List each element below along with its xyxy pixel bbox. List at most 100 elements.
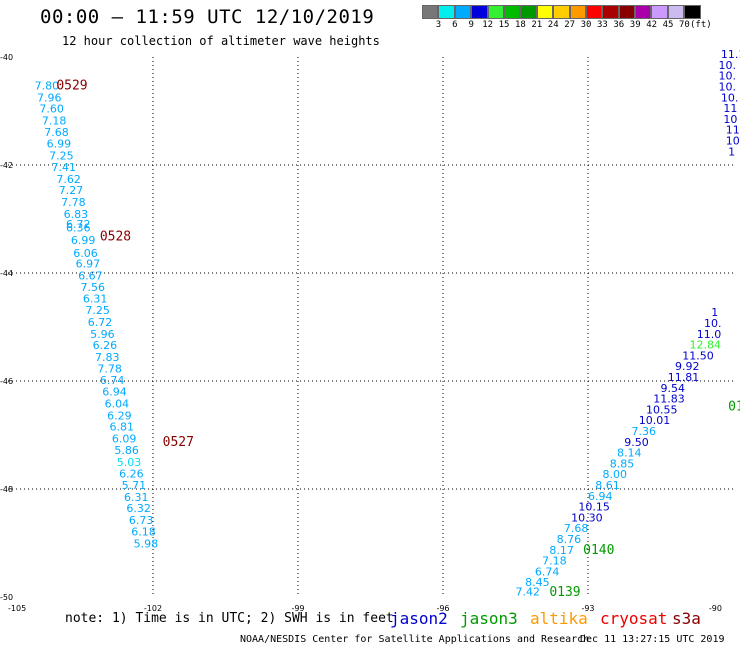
wave-height-point: 6.26 [93,339,118,352]
legend-swatch [422,5,439,19]
legend-label: 30 [580,20,592,30]
x-tick-label: -99 [291,604,304,613]
pass-time-label: 0139 [549,585,580,600]
wave-height-point: 10.30 [571,511,603,524]
wave-height-point: 6.99 [47,138,72,151]
satellite-s3a: s3a [672,609,701,628]
wave-height-point: 6.94 [102,386,127,399]
legend-label: 27 [564,20,576,30]
legend-label: 24 [547,20,559,30]
color-legend: 3 6 9 12 15 18 21 24 27 30 33 36 39 42 45 70 (ft) [422,5,712,33]
legend-swatch [503,5,521,19]
wave-height-point: 12.84 [690,339,722,352]
legend-swatch [536,5,554,19]
y-tick-label: -50 [0,593,13,602]
satellite-cryosat: cryosat [600,609,668,628]
legend-swatch [667,5,685,19]
timestamp-text: Dec 11 13:27:15 UTC 2019 [580,634,725,645]
pass-time-label: 0528 [100,230,131,245]
wave-height-point: 8.00 [603,468,628,481]
legend-labels: 3 6 9 12 15 18 21 24 27 30 33 36 39 42 45 70 (ft) [422,19,712,33]
legend-swatch [651,5,668,19]
wave-height-point: 5.03 [117,456,142,469]
wave-height-point: 9.54 [661,382,686,395]
legend-label: 9 [468,20,474,30]
wave-height-point: 6.94 [588,490,613,503]
wave-height-point: 8.17 [549,544,574,557]
y-tick-label: -44 [0,269,13,278]
wave-height-point: 5.86 [114,444,139,457]
wave-height-point: 7.36 [632,425,657,438]
legend-label: 12 [482,20,494,30]
wave-height-point: 10. [719,59,737,72]
wave-height-point: 10. [719,80,737,93]
x-tick-label: -93 [581,604,594,613]
y-tick-label: -48 [0,485,13,494]
wave-height-point: 6.67 [78,269,103,282]
wave-height-point: 10.55 [646,403,678,416]
legend-swatch [553,5,570,19]
chart-subtitle: 12 hour collection of altimeter wave hei… [62,34,380,48]
legend-label: 18 [515,20,526,30]
wave-height-point: 7.68 [564,522,589,535]
grid-lines [8,57,733,597]
data-points: 7.807.967.607.187.686.997.257.417.627.27… [35,48,740,598]
legend-swatch [438,5,455,19]
wave-height-point: 1 [728,145,735,158]
legend-label: 42 [646,20,658,30]
wave-height-point: 8.45 [525,576,550,589]
wave-height-point: 7.96 [37,91,62,104]
wave-height-point: 7.41 [52,161,77,174]
wave-height-point: 8.76 [557,533,582,546]
chart-title: 00:00 – 11:59 UTC 12/10/2019 [40,6,375,28]
wave-height-point: 6.83 [64,208,88,221]
legend-label: 21 [531,20,543,30]
legend-swatch [471,5,488,19]
wave-height-point: 11.83 [653,393,685,406]
wave-height-point: 7.80 [35,79,60,92]
wave-height-point: 10. [721,91,739,104]
x-tick-label: -96 [436,604,449,613]
wave-height-point: 6.18 [131,525,156,538]
legend-swatch [569,5,586,19]
wave-height-point: 11 [723,102,737,115]
wave-height-point: 8.14 [617,447,642,460]
pass-time-label: 01 [728,400,740,415]
wave-height-point: 10 [726,134,740,147]
wave-height-point: 7.78 [97,362,122,375]
legend-swatch [487,5,504,19]
wave-height-point: 11.0 [697,328,722,341]
legend-swatch [520,5,537,19]
wave-height-point: 7.68 [44,126,69,139]
wave-height-point: 6.36 [66,221,91,234]
wave-height-point: 7.56 [81,281,106,294]
legend-label: 70 [679,20,690,30]
wave-height-point: 9.92 [675,360,700,373]
pass-time-label: 0527 [163,435,194,450]
wave-height-point: 7.42 [516,585,541,598]
axis-tick-labels: -105 -102 -99 -96 -93 -90 -40 -42 -44 -46 -48 -50 [0,53,722,613]
wave-height-point: 6.72 [66,218,91,231]
wave-height-point: 6.72 [88,316,113,329]
legend-label: 33 [597,20,608,30]
legend-label: (ft) [690,20,712,30]
credit-text: NOAA/NESDIS Center for Satellite Applica… [240,634,590,645]
wave-height-point: 10.15 [578,501,610,514]
wave-height-point: 6.29 [107,409,132,422]
wave-height-point: 1 [711,306,718,319]
wave-height-point: 7.62 [56,173,80,186]
satellite-altika: altika [530,609,588,628]
wave-height-point: 10. [704,317,722,330]
wave-height-point: 5.96 [90,328,115,341]
wave-height-point: 11.1 [721,48,740,61]
wave-height-point: 7.27 [59,184,84,197]
legend-label: 39 [629,20,641,30]
satellite-jason3: jason3 [460,609,518,628]
wave-height-point: 5.71 [122,479,147,492]
legend-swatch [618,5,636,19]
wave-height-point: 6.09 [112,433,136,446]
x-tick-label: -105 [8,604,26,613]
pass-labels: 0529 0528 0527 0140 0139 01 [56,78,740,600]
satellite-jason2: jason2 [390,609,448,628]
